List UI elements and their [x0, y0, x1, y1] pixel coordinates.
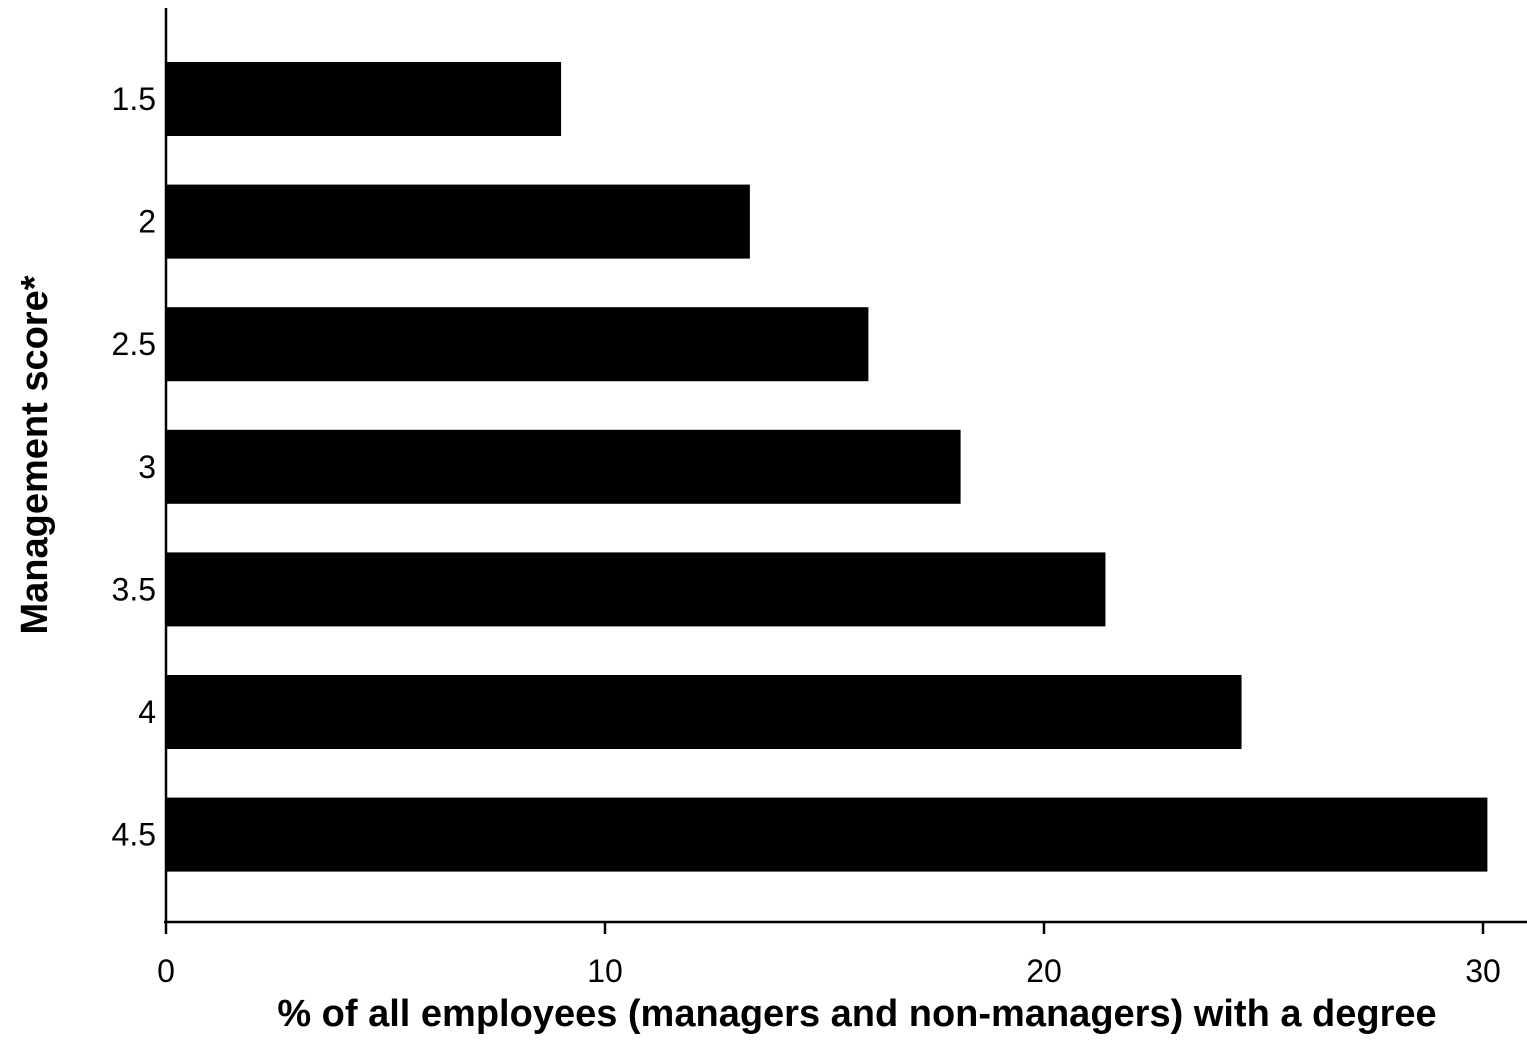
bar-2-5 — [166, 307, 869, 382]
y-tick-label: 2.5 — [112, 326, 156, 362]
labels-layer: 1.5 2 2.5 3 3.5 4 4.5 0 10 20 30 — [112, 81, 1501, 989]
bar-4-5 — [166, 797, 1488, 872]
axes-layer — [164, 8, 1527, 924]
y-tick-label: 4.5 — [112, 817, 156, 853]
bar-1-5 — [166, 62, 562, 136]
x-tick-label: 10 — [587, 953, 623, 989]
x-tick-label: 0 — [157, 953, 175, 989]
bar-3-5 — [166, 552, 1106, 627]
bar-3 — [166, 429, 961, 504]
y-tick-label: 2 — [138, 204, 156, 240]
x-tick-label: 30 — [1465, 953, 1501, 989]
bar-2 — [166, 184, 750, 259]
y-tick-label: 1.5 — [112, 81, 156, 117]
y-axis-title: Management score* — [14, 275, 56, 634]
y-tick-label: 4 — [138, 694, 156, 730]
ticks-layer — [164, 922, 1485, 934]
x-tick-label: 20 — [1026, 953, 1062, 989]
x-axis-title: % of all employees (managers and non-man… — [277, 993, 1436, 1035]
bar-4 — [166, 675, 1242, 749]
y-tick-label: 3 — [138, 449, 156, 485]
bars-layer — [166, 62, 1488, 872]
y-tick-label: 3.5 — [112, 571, 156, 607]
